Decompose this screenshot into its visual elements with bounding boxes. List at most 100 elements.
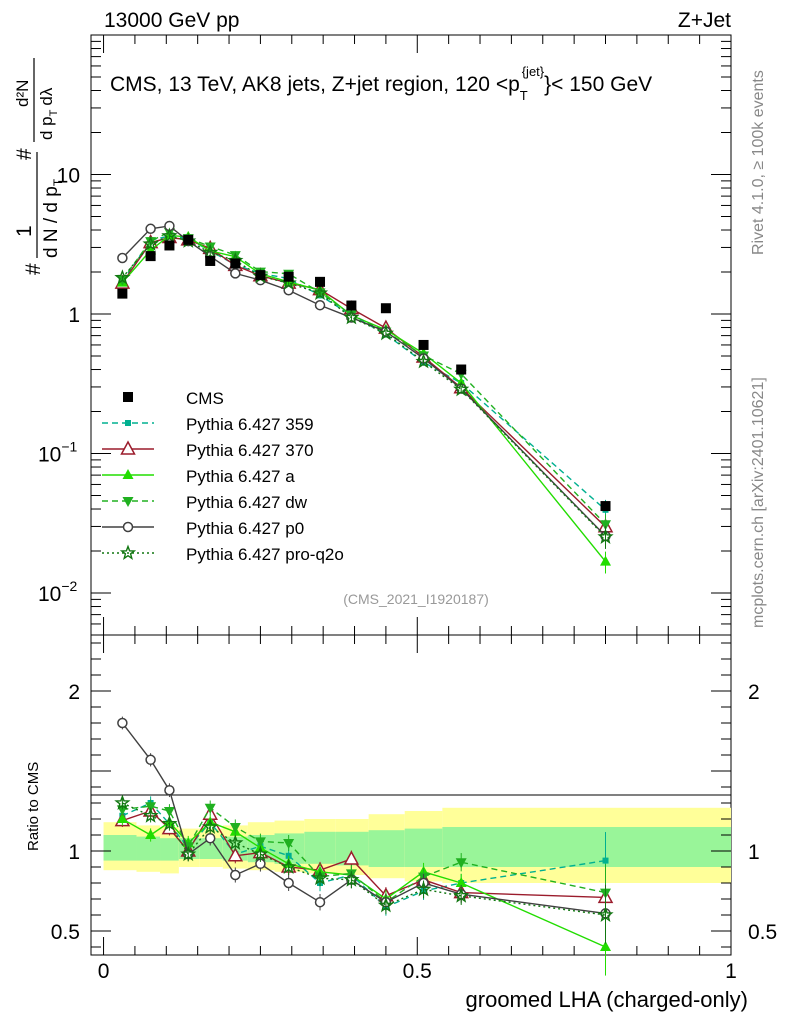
ratio-point-1-5	[227, 847, 244, 862]
ratio-point-4-1	[145, 754, 156, 766]
main-point-4-5	[230, 268, 241, 279]
ratio-uncertainty-bands	[103, 807, 731, 883]
main-line-5	[121, 235, 607, 538]
main-point-5-12	[453, 380, 470, 397]
ratio-point-4-5	[230, 869, 241, 881]
ratio-ylabel: Ratio to CMS	[25, 762, 42, 851]
main-point-4-0	[117, 252, 128, 264]
data-point-2	[164, 240, 175, 251]
ratio-point-3-2	[163, 807, 175, 817]
main-line-3	[121, 231, 607, 525]
main-point-5-1	[142, 235, 159, 251]
band-green-1	[136, 836, 161, 861]
legend-label-4: Pythia 6.427 dw	[186, 493, 308, 512]
ylabel-one: 1	[13, 225, 36, 237]
legend-label-5: Pythia 6.427 p0	[186, 519, 304, 538]
band-green-4	[199, 838, 223, 859]
ylabel-den: d N / d pT	[41, 178, 65, 258]
legend-label-6: Pythia 6.427 pro-q2o	[186, 545, 344, 564]
ylabel-den2: d pTdλ	[37, 87, 60, 140]
band-green-10	[368, 830, 405, 867]
ylabel-num2: d²N	[13, 80, 32, 107]
ratio-point-5-5	[227, 834, 244, 850]
band-green-13	[442, 827, 731, 867]
data-point-3	[183, 234, 194, 245]
ratio-point-4-4	[204, 832, 216, 844]
ratio-ytick-label-left-1: 1	[68, 841, 80, 864]
ratio-point-0-13	[602, 857, 609, 864]
legend-marker-0	[123, 392, 133, 402]
ratio-point-2-12	[455, 877, 467, 887]
data-point-7	[283, 271, 294, 282]
ratio-point-2-13	[600, 941, 612, 951]
data-point-0	[117, 288, 128, 299]
ratio-point-5-10	[377, 896, 395, 913]
ratio-point-3-12	[455, 858, 467, 869]
legend: CMS Pythia 6.427 359 Pythia 6.427 370 Pythi…	[102, 389, 344, 564]
ratio-ytick-label-right-1: 1	[748, 841, 760, 864]
band-green-0	[103, 835, 137, 861]
main-point-3-13	[600, 520, 612, 531]
legend-marker-3	[122, 469, 134, 479]
analysis-id: (CMS_2021_I1920187)	[343, 591, 489, 607]
data-point-10	[380, 303, 391, 314]
ratio-point-5-0	[114, 794, 131, 810]
ratio-series	[114, 716, 614, 976]
main-series	[114, 220, 614, 574]
legend-marker-1	[125, 420, 131, 426]
ratio-point-3-7	[283, 839, 295, 849]
main-point-4-1	[145, 223, 156, 235]
ratio-point-4-2	[164, 784, 175, 796]
ratio-point-5-4	[202, 818, 219, 834]
ratio-point-5-12	[453, 887, 470, 903]
xtick-label-0: 0	[98, 960, 110, 983]
ratio-point-5-8	[311, 869, 329, 886]
legend-label-3: Pythia 6.427 a	[186, 467, 295, 486]
ratio-point-4-8	[314, 896, 326, 908]
data-point-5	[230, 258, 241, 269]
xtick-label-1: 0.5	[403, 960, 432, 983]
ratio-line-3	[122, 805, 606, 904]
ylabel-hash2: #	[13, 148, 36, 160]
data-point-11	[418, 339, 429, 350]
main-point-5-10	[377, 324, 395, 341]
side-label-bottom: mcplots.cern.ch [arXiv:2401.10621]	[750, 377, 767, 628]
legend-label-1: Pythia 6.427 359	[186, 415, 314, 434]
ratio-point-3-5	[229, 823, 241, 833]
ratio-point-3-6	[254, 837, 266, 848]
ratio-point-3-4	[204, 803, 216, 814]
main-ytick-label-0: 10	[57, 165, 80, 188]
main-ylabel: # 1 d N / d pT # d²N d pTdλ	[13, 58, 65, 275]
data-point-4	[205, 255, 216, 266]
ratio-point-3-1	[145, 802, 157, 813]
header-left: 13000 GeV pp	[104, 9, 239, 32]
ylabel-hash1: #	[22, 263, 45, 275]
ratio-point-4-0	[117, 717, 128, 729]
main-point-4-8	[314, 299, 326, 311]
main-point-5-8	[311, 284, 329, 301]
main-point-3-2	[163, 227, 175, 238]
data-point-6	[255, 270, 266, 281]
legend-label-2: Pythia 6.427 370	[186, 441, 314, 460]
legend-marker-6	[119, 544, 137, 560]
ratio-point-5-13	[597, 906, 614, 922]
legend-marker-5	[122, 521, 134, 533]
ratio-point-5-1	[142, 807, 159, 823]
ratio-point-5-11	[415, 880, 432, 897]
ratio-point-2-1	[145, 829, 157, 839]
band-green-11	[404, 828, 443, 867]
ratio-point-1-9	[343, 850, 360, 865]
main-point-5-11	[415, 353, 432, 369]
ratio-point-5-3	[180, 845, 197, 862]
plot-title-main: CMS, 13 TeV, AK8 jets, Z+jet region, 120…	[110, 73, 520, 96]
ratio-point-4-7	[283, 877, 294, 889]
data-point-12	[456, 364, 467, 375]
ratio-point-5-6	[252, 845, 269, 862]
main-point-5-4	[202, 243, 219, 260]
data-point-1	[145, 251, 156, 262]
header-right: Z+Jet	[678, 9, 731, 32]
main-ytick-label-1: 1	[68, 304, 80, 327]
main-point-5-9	[343, 309, 360, 325]
ratio-point-5-2	[161, 815, 178, 831]
